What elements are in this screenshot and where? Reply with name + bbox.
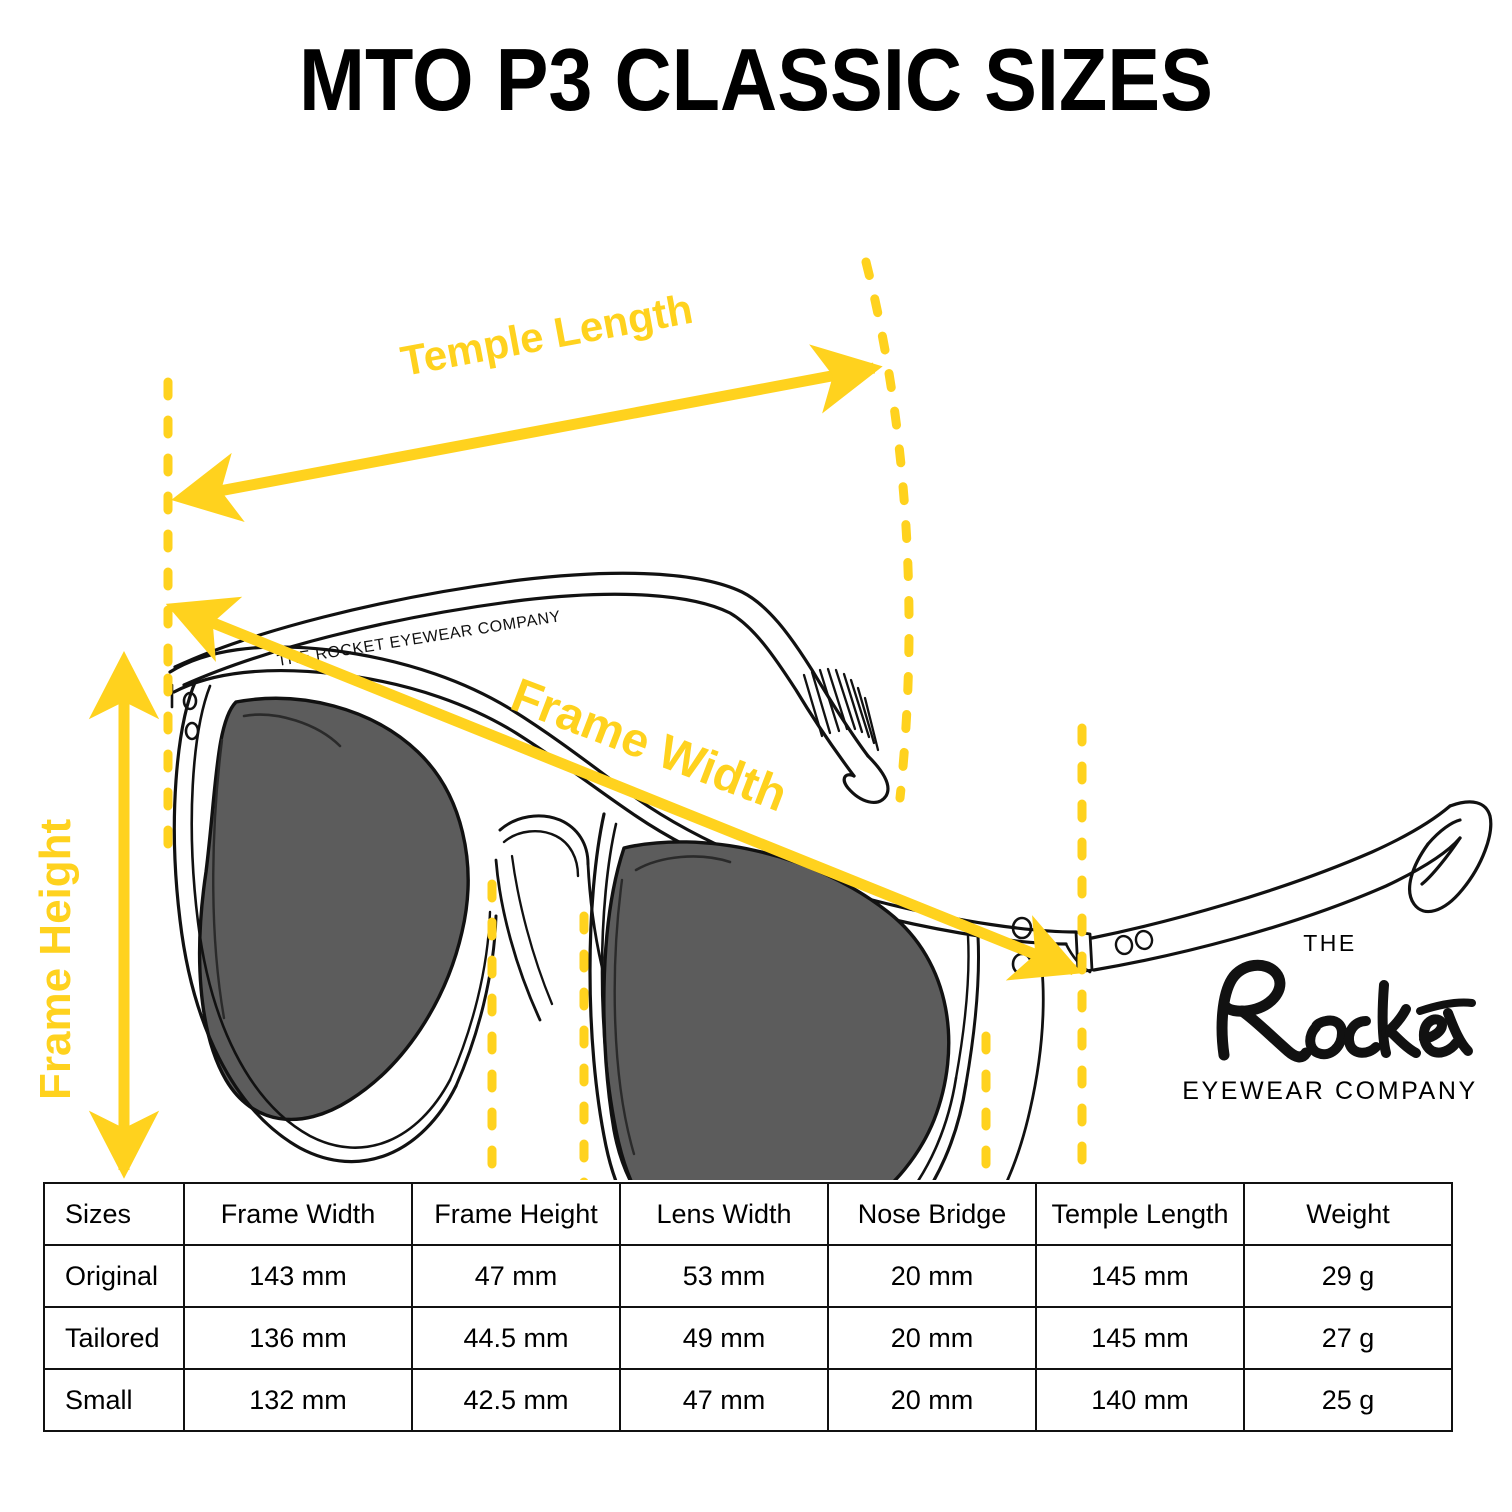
row-nose-bridge: 20 mm <box>827 1306 1037 1370</box>
row-size-label: Small <box>43 1368 185 1432</box>
row-nose-bridge: 20 mm <box>827 1368 1037 1432</box>
label-temple-length: Temple Length <box>397 285 696 385</box>
logo-wordmark <box>1170 955 1490 1075</box>
table-row: Tailored 136 mm 44.5 mm 49 mm 20 mm 145 … <box>43 1306 1453 1370</box>
row-weight: 27 g <box>1243 1306 1453 1370</box>
spec-table: Sizes Frame Width Frame Height Lens Widt… <box>43 1182 1453 1432</box>
row-weight: 25 g <box>1243 1368 1453 1432</box>
row-size-label: Original <box>43 1244 185 1308</box>
row-lens-width: 49 mm <box>619 1306 829 1370</box>
row-frame-height: 42.5 mm <box>411 1368 621 1432</box>
row-temple-length: 140 mm <box>1035 1368 1245 1432</box>
row-nose-bridge: 20 mm <box>827 1244 1037 1308</box>
dimension-arrows <box>88 344 1083 1179</box>
table-header-sizes: Sizes <box>43 1182 185 1246</box>
row-frame-width: 136 mm <box>183 1306 413 1370</box>
table-header-temple-length: Temple Length <box>1035 1182 1245 1246</box>
table-header-nose-bridge: Nose Bridge <box>827 1182 1037 1246</box>
page-title: MTO P3 CLASSIC SIZES <box>299 30 1213 129</box>
arrow-frame-width <box>165 596 1083 981</box>
left-lens <box>197 696 470 1122</box>
row-frame-height: 44.5 mm <box>411 1306 621 1370</box>
arrow-temple-length <box>171 344 883 523</box>
row-temple-length: 145 mm <box>1035 1244 1245 1308</box>
table-header-lens-width: Lens Width <box>619 1182 829 1246</box>
logo-the-text: THE <box>1303 930 1357 956</box>
table-header-row: Sizes Frame Width Frame Height Lens Widt… <box>43 1182 1453 1246</box>
brand-logo: THE EYEWEAR COMPANY <box>1170 930 1490 1106</box>
sunglasses-dimension-diagram: THE ROCKET EYEWEAR COMPANY <box>0 180 1512 1180</box>
row-weight: 29 g <box>1243 1244 1453 1308</box>
row-frame-height: 47 mm <box>411 1244 621 1308</box>
row-temple-length: 145 mm <box>1035 1306 1245 1370</box>
guide-temple-tip <box>861 257 914 803</box>
table-header-weight: Weight <box>1243 1182 1453 1246</box>
logo-subtitle: EYEWEAR COMPANY <box>1182 1077 1478 1105</box>
row-size-label: Tailored <box>43 1306 185 1370</box>
table-row: Small 132 mm 42.5 mm 47 mm 20 mm 140 mm … <box>43 1368 1453 1432</box>
table-row: Original 143 mm 47 mm 53 mm 20 mm 145 mm… <box>43 1244 1453 1308</box>
row-frame-width: 132 mm <box>183 1368 413 1432</box>
right-lens <box>602 840 951 1180</box>
table-header-frame-width: Frame Width <box>183 1182 413 1246</box>
row-lens-width: 53 mm <box>619 1244 829 1308</box>
spec-table-container: Sizes Frame Width Frame Height Lens Widt… <box>43 1182 1453 1432</box>
row-lens-width: 47 mm <box>619 1368 829 1432</box>
row-frame-width: 143 mm <box>183 1244 413 1308</box>
label-frame-height: Frame Height <box>31 818 80 1100</box>
table-header-frame-height: Frame Height <box>411 1182 621 1246</box>
